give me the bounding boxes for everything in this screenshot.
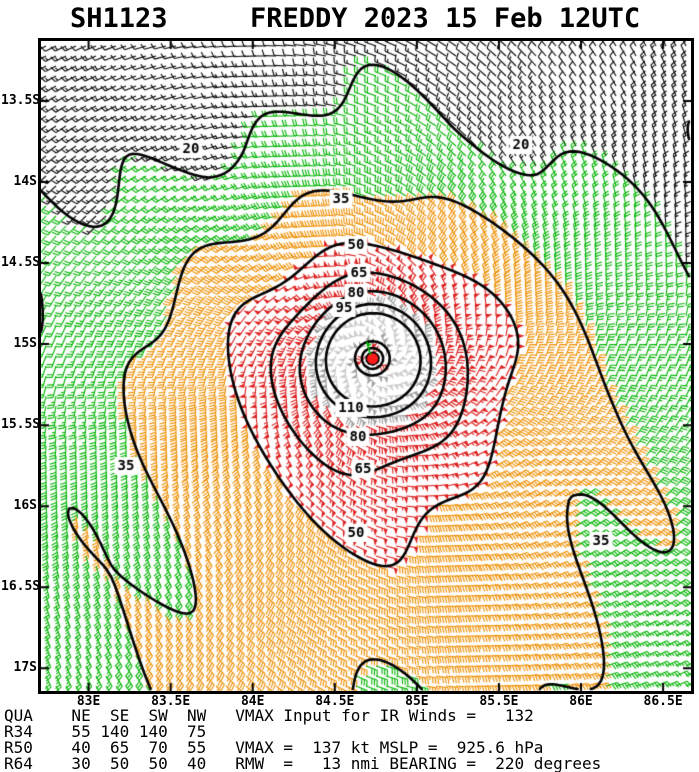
wind-field-plot <box>38 38 694 694</box>
page-title: FREDDY 2023 15 Feb 12UTC <box>250 3 641 34</box>
x-tick-label: 85.5E <box>479 694 519 709</box>
y-tick-label: 14.5S <box>1 255 41 271</box>
x-tick-label: 83E <box>76 694 101 709</box>
y-tick-label: 14S <box>13 174 37 190</box>
stats-block: QUA NE SE SW NW VMAX Input for IR Winds … <box>4 708 601 772</box>
x-tick-label: 86E <box>569 694 593 709</box>
x-tick-label: 84.5E <box>315 694 355 709</box>
stats-line-r34: R34 55 140 140 75 <box>4 722 207 741</box>
y-tick-label: 15S <box>13 336 37 352</box>
title-bar: SH1123 FREDDY 2023 15 Feb 12UTC <box>0 3 699 37</box>
x-tick-label: 84E <box>240 694 265 709</box>
storm-id: SH1123 <box>70 3 168 34</box>
x-tick-label: 83.5E <box>151 694 191 709</box>
x-tick-label: 86.5E <box>643 694 683 709</box>
stats-line-r64-rmw-bearing: R64 30 50 50 40 RMW = 13 nmi BEARING = 2… <box>4 754 602 772</box>
wind-barb-canvas <box>41 41 691 691</box>
stats-line-r50-vmax-mslp: R50 40 65 70 55 VMAX = 137 kt MSLP = 925… <box>4 738 544 757</box>
y-tick-label: 16S <box>13 498 37 514</box>
y-tick-label: 17S <box>13 660 37 676</box>
y-tick-label: 13.5S <box>1 92 41 108</box>
y-tick-label: 16.5S <box>1 579 41 595</box>
stats-line-quadrants: QUA NE SE SW NW VMAX Input for IR Winds … <box>4 706 534 725</box>
x-tick-label: 85E <box>405 694 429 709</box>
y-tick-label: 15.5S <box>1 417 41 433</box>
